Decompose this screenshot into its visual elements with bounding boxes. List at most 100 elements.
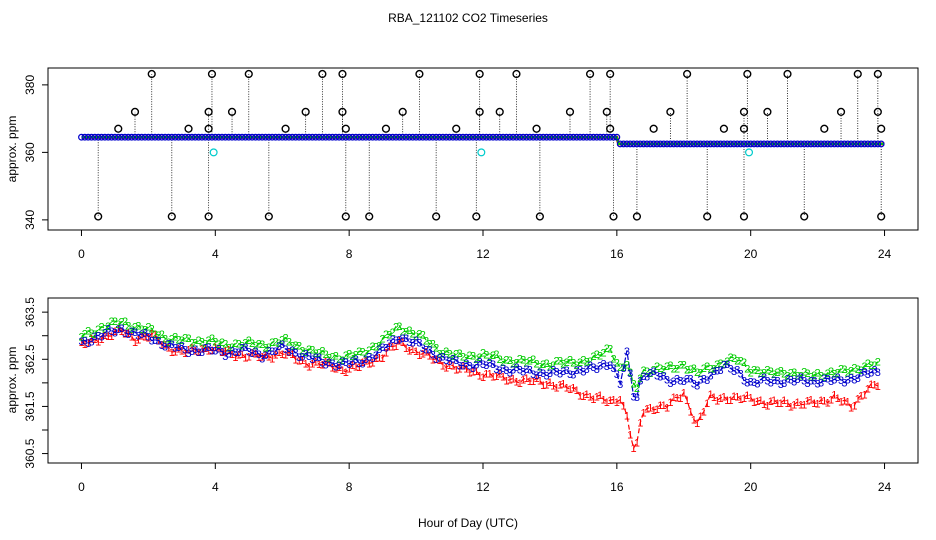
series-1-point: 1 bbox=[701, 407, 707, 419]
bottom-x-tick-label: 16 bbox=[610, 480, 624, 494]
series-2-point: 2 bbox=[343, 350, 349, 362]
series-1-point: 1 bbox=[316, 359, 322, 371]
top-blue-point bbox=[489, 133, 497, 141]
top-blue-point bbox=[426, 133, 433, 141]
series-2-point: 2 bbox=[610, 354, 616, 366]
top-blue-point bbox=[395, 133, 403, 141]
series-2-point: 2 bbox=[129, 324, 135, 336]
series-2-point: 2 bbox=[249, 338, 255, 350]
series-3-point: 3 bbox=[202, 343, 208, 355]
top-blue-point bbox=[646, 140, 654, 148]
top-blue-point bbox=[168, 133, 176, 141]
series-2-point: 2 bbox=[135, 321, 141, 333]
top-blue-point bbox=[844, 140, 852, 148]
series-3-point: 3 bbox=[687, 373, 693, 385]
series-2-point: 2 bbox=[707, 363, 713, 375]
series-2-point: 2 bbox=[510, 358, 516, 370]
series-1-point: 1 bbox=[386, 342, 392, 354]
top-blue-point bbox=[583, 133, 591, 141]
series-1-point: 1 bbox=[831, 390, 837, 402]
top-black-point bbox=[512, 69, 521, 79]
series-1-point: 1 bbox=[791, 400, 797, 412]
series-1-point: 1 bbox=[674, 393, 680, 405]
chart-title: RBA_121102 CO2 Timeseries bbox=[388, 11, 548, 25]
top-blue-point bbox=[285, 133, 293, 141]
series-2-point: 2 bbox=[567, 355, 573, 367]
series-3-point: 3 bbox=[697, 375, 703, 387]
series-3-point: 3 bbox=[463, 358, 469, 370]
top-blue-point bbox=[141, 133, 149, 141]
series-3-point: 3 bbox=[781, 378, 787, 390]
series-1-point: 1 bbox=[861, 390, 867, 402]
top-blue-point bbox=[727, 140, 735, 148]
series-2-point: 2 bbox=[85, 326, 91, 338]
series-3-point: 3 bbox=[784, 374, 790, 386]
series-2-point: 2 bbox=[299, 345, 305, 357]
top-blue-point bbox=[158, 133, 166, 141]
series-1-point: 1 bbox=[152, 329, 158, 341]
top-blue-point bbox=[252, 133, 259, 141]
series-1-point: 1 bbox=[607, 395, 613, 407]
series-3-point: 3 bbox=[513, 362, 519, 374]
series-1-point: 1 bbox=[185, 345, 191, 357]
series-2-point: 2 bbox=[774, 367, 780, 379]
top-black-point bbox=[365, 212, 374, 221]
series-3-point: 3 bbox=[125, 329, 131, 341]
series-3-point: 3 bbox=[470, 363, 476, 375]
top-blue-point bbox=[784, 140, 791, 148]
series-2-point: 2 bbox=[718, 358, 724, 370]
top-black-point bbox=[739, 107, 749, 116]
series-3-point: 3 bbox=[738, 369, 744, 381]
series-1-point: 1 bbox=[510, 373, 516, 385]
top-blue-point bbox=[111, 133, 119, 141]
series-1-point: 1 bbox=[614, 397, 620, 409]
top-blue-point bbox=[576, 133, 584, 141]
top-blue-point bbox=[308, 133, 316, 141]
series-1-point: 1 bbox=[436, 355, 442, 367]
series-3-point: 3 bbox=[594, 364, 600, 376]
series-1-point: 1 bbox=[95, 337, 101, 349]
series-2-point: 2 bbox=[212, 337, 218, 349]
series-2-point: 2 bbox=[165, 337, 171, 349]
series-2-line bbox=[81, 320, 879, 390]
top-blue-point bbox=[636, 140, 644, 148]
series-1-point: 1 bbox=[584, 389, 590, 401]
series-3-point: 3 bbox=[222, 351, 228, 363]
series-1-point: 1 bbox=[687, 407, 693, 419]
series-1-point: 1 bbox=[724, 395, 730, 407]
series-2-point: 2 bbox=[728, 352, 734, 364]
series-3-point: 3 bbox=[323, 360, 329, 372]
series-2-point: 2 bbox=[791, 367, 797, 379]
top-blue-point bbox=[867, 140, 875, 148]
series-2-point: 2 bbox=[875, 357, 881, 369]
series-3-point: 3 bbox=[707, 371, 713, 383]
series-3-point: 3 bbox=[289, 345, 295, 357]
series-1-point: 1 bbox=[236, 350, 242, 362]
series-1-point: 1 bbox=[356, 362, 362, 374]
top-blue-point bbox=[733, 140, 741, 148]
series-3-point: 3 bbox=[363, 354, 369, 366]
top-blue-point bbox=[807, 140, 815, 148]
top-blue-point bbox=[503, 133, 510, 141]
series-3-point: 3 bbox=[620, 363, 626, 375]
top-black-point bbox=[743, 69, 752, 79]
series-2-point: 2 bbox=[276, 338, 282, 350]
series-1-point: 1 bbox=[119, 326, 125, 338]
series-3-point: 3 bbox=[798, 372, 804, 384]
series-3-point: 3 bbox=[162, 342, 168, 354]
series-2-point: 2 bbox=[222, 338, 228, 350]
series-1-point: 1 bbox=[617, 395, 623, 407]
top-blue-point bbox=[626, 140, 634, 148]
series-3-point: 3 bbox=[380, 342, 386, 354]
bottom-panel: approx. ppm 0 4 8 12 16 20 24360.5361.5362.536… bbox=[5, 297, 919, 494]
series-1-point: 1 bbox=[738, 394, 744, 406]
top-black-point bbox=[452, 124, 461, 133]
series-3-point: 3 bbox=[179, 341, 185, 353]
series-3-point: 3 bbox=[366, 352, 372, 364]
series-3-point: 3 bbox=[550, 364, 556, 376]
top-blue-point bbox=[723, 140, 731, 148]
top-black-point bbox=[535, 212, 544, 221]
series-3-point: 3 bbox=[252, 346, 258, 358]
series-1-point: 1 bbox=[848, 403, 854, 415]
series-1-point: 1 bbox=[333, 364, 339, 376]
